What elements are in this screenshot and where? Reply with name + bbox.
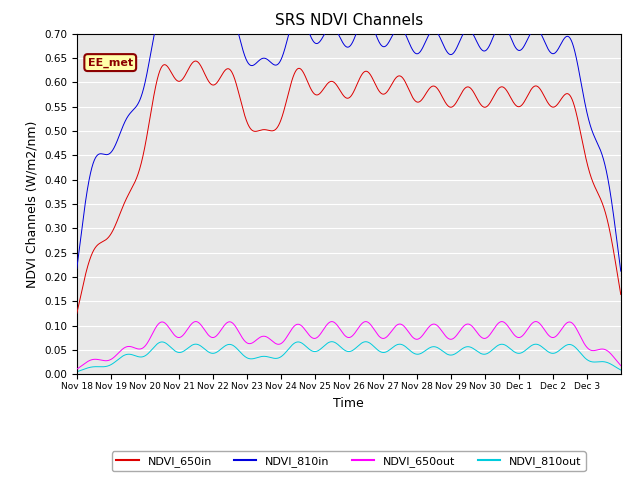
Title: SRS NDVI Channels: SRS NDVI Channels bbox=[275, 13, 423, 28]
X-axis label: Time: Time bbox=[333, 396, 364, 409]
Text: EE_met: EE_met bbox=[88, 58, 133, 68]
Y-axis label: NDVI Channels (W/m2/nm): NDVI Channels (W/m2/nm) bbox=[26, 120, 38, 288]
Legend: NDVI_650in, NDVI_810in, NDVI_650out, NDVI_810out: NDVI_650in, NDVI_810in, NDVI_650out, NDV… bbox=[112, 451, 586, 471]
